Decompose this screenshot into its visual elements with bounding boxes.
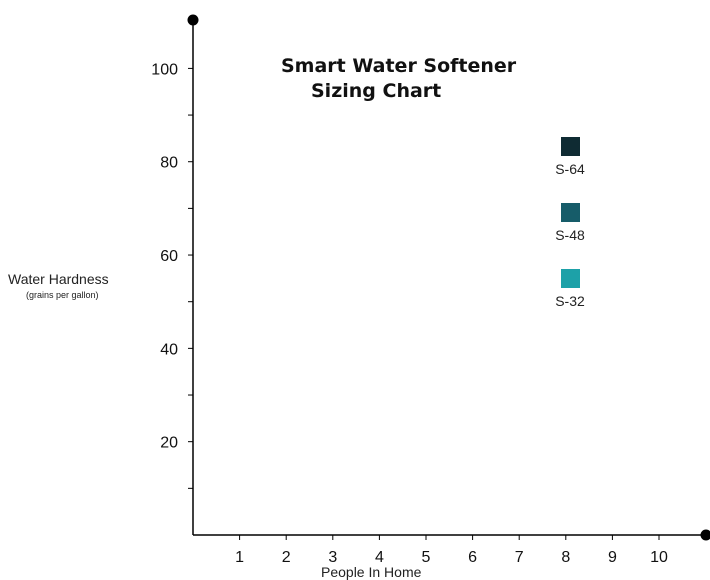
x-axis-end-dot bbox=[700, 529, 710, 541]
x-tick-label-8: 8 bbox=[561, 549, 570, 566]
chart-title-line-1: Smart Water Softener bbox=[281, 55, 517, 77]
x-tick-label-3: 3 bbox=[328, 549, 337, 566]
y-axis-sublabel: (grains per gallon) bbox=[26, 290, 99, 300]
y-tick-label-100: 100 bbox=[151, 61, 178, 78]
chart-title-line-2: Sizing Chart bbox=[311, 80, 442, 102]
legend-label-s-48: S-48 bbox=[555, 227, 585, 243]
x-tick-label-2: 2 bbox=[282, 549, 291, 566]
legend-swatch-s-48 bbox=[561, 203, 580, 222]
y-tick-label-40: 40 bbox=[160, 341, 178, 358]
legend-swatch-s-32 bbox=[561, 269, 580, 288]
y-tick-label-60: 60 bbox=[160, 248, 178, 265]
legend-swatch-s-64 bbox=[561, 137, 580, 156]
x-tick-label-5: 5 bbox=[422, 549, 431, 566]
y-tick-label-80: 80 bbox=[160, 155, 178, 172]
y-tick-label-20: 20 bbox=[160, 435, 178, 452]
x-tick-label-9: 9 bbox=[608, 549, 617, 566]
x-tick-label-4: 4 bbox=[375, 549, 384, 566]
y-axis-label: Water Hardness bbox=[8, 271, 109, 287]
x-tick-label-1: 1 bbox=[235, 549, 244, 566]
x-tick-label-7: 7 bbox=[515, 549, 524, 566]
y-axis-end-dot bbox=[187, 14, 199, 26]
legend-label-s-32: S-32 bbox=[555, 293, 585, 309]
x-tick-label-6: 6 bbox=[468, 549, 477, 566]
x-tick-label-10: 10 bbox=[650, 549, 668, 566]
legend-label-s-64: S-64 bbox=[555, 161, 585, 177]
x-axis-label: People In Home bbox=[321, 564, 422, 580]
